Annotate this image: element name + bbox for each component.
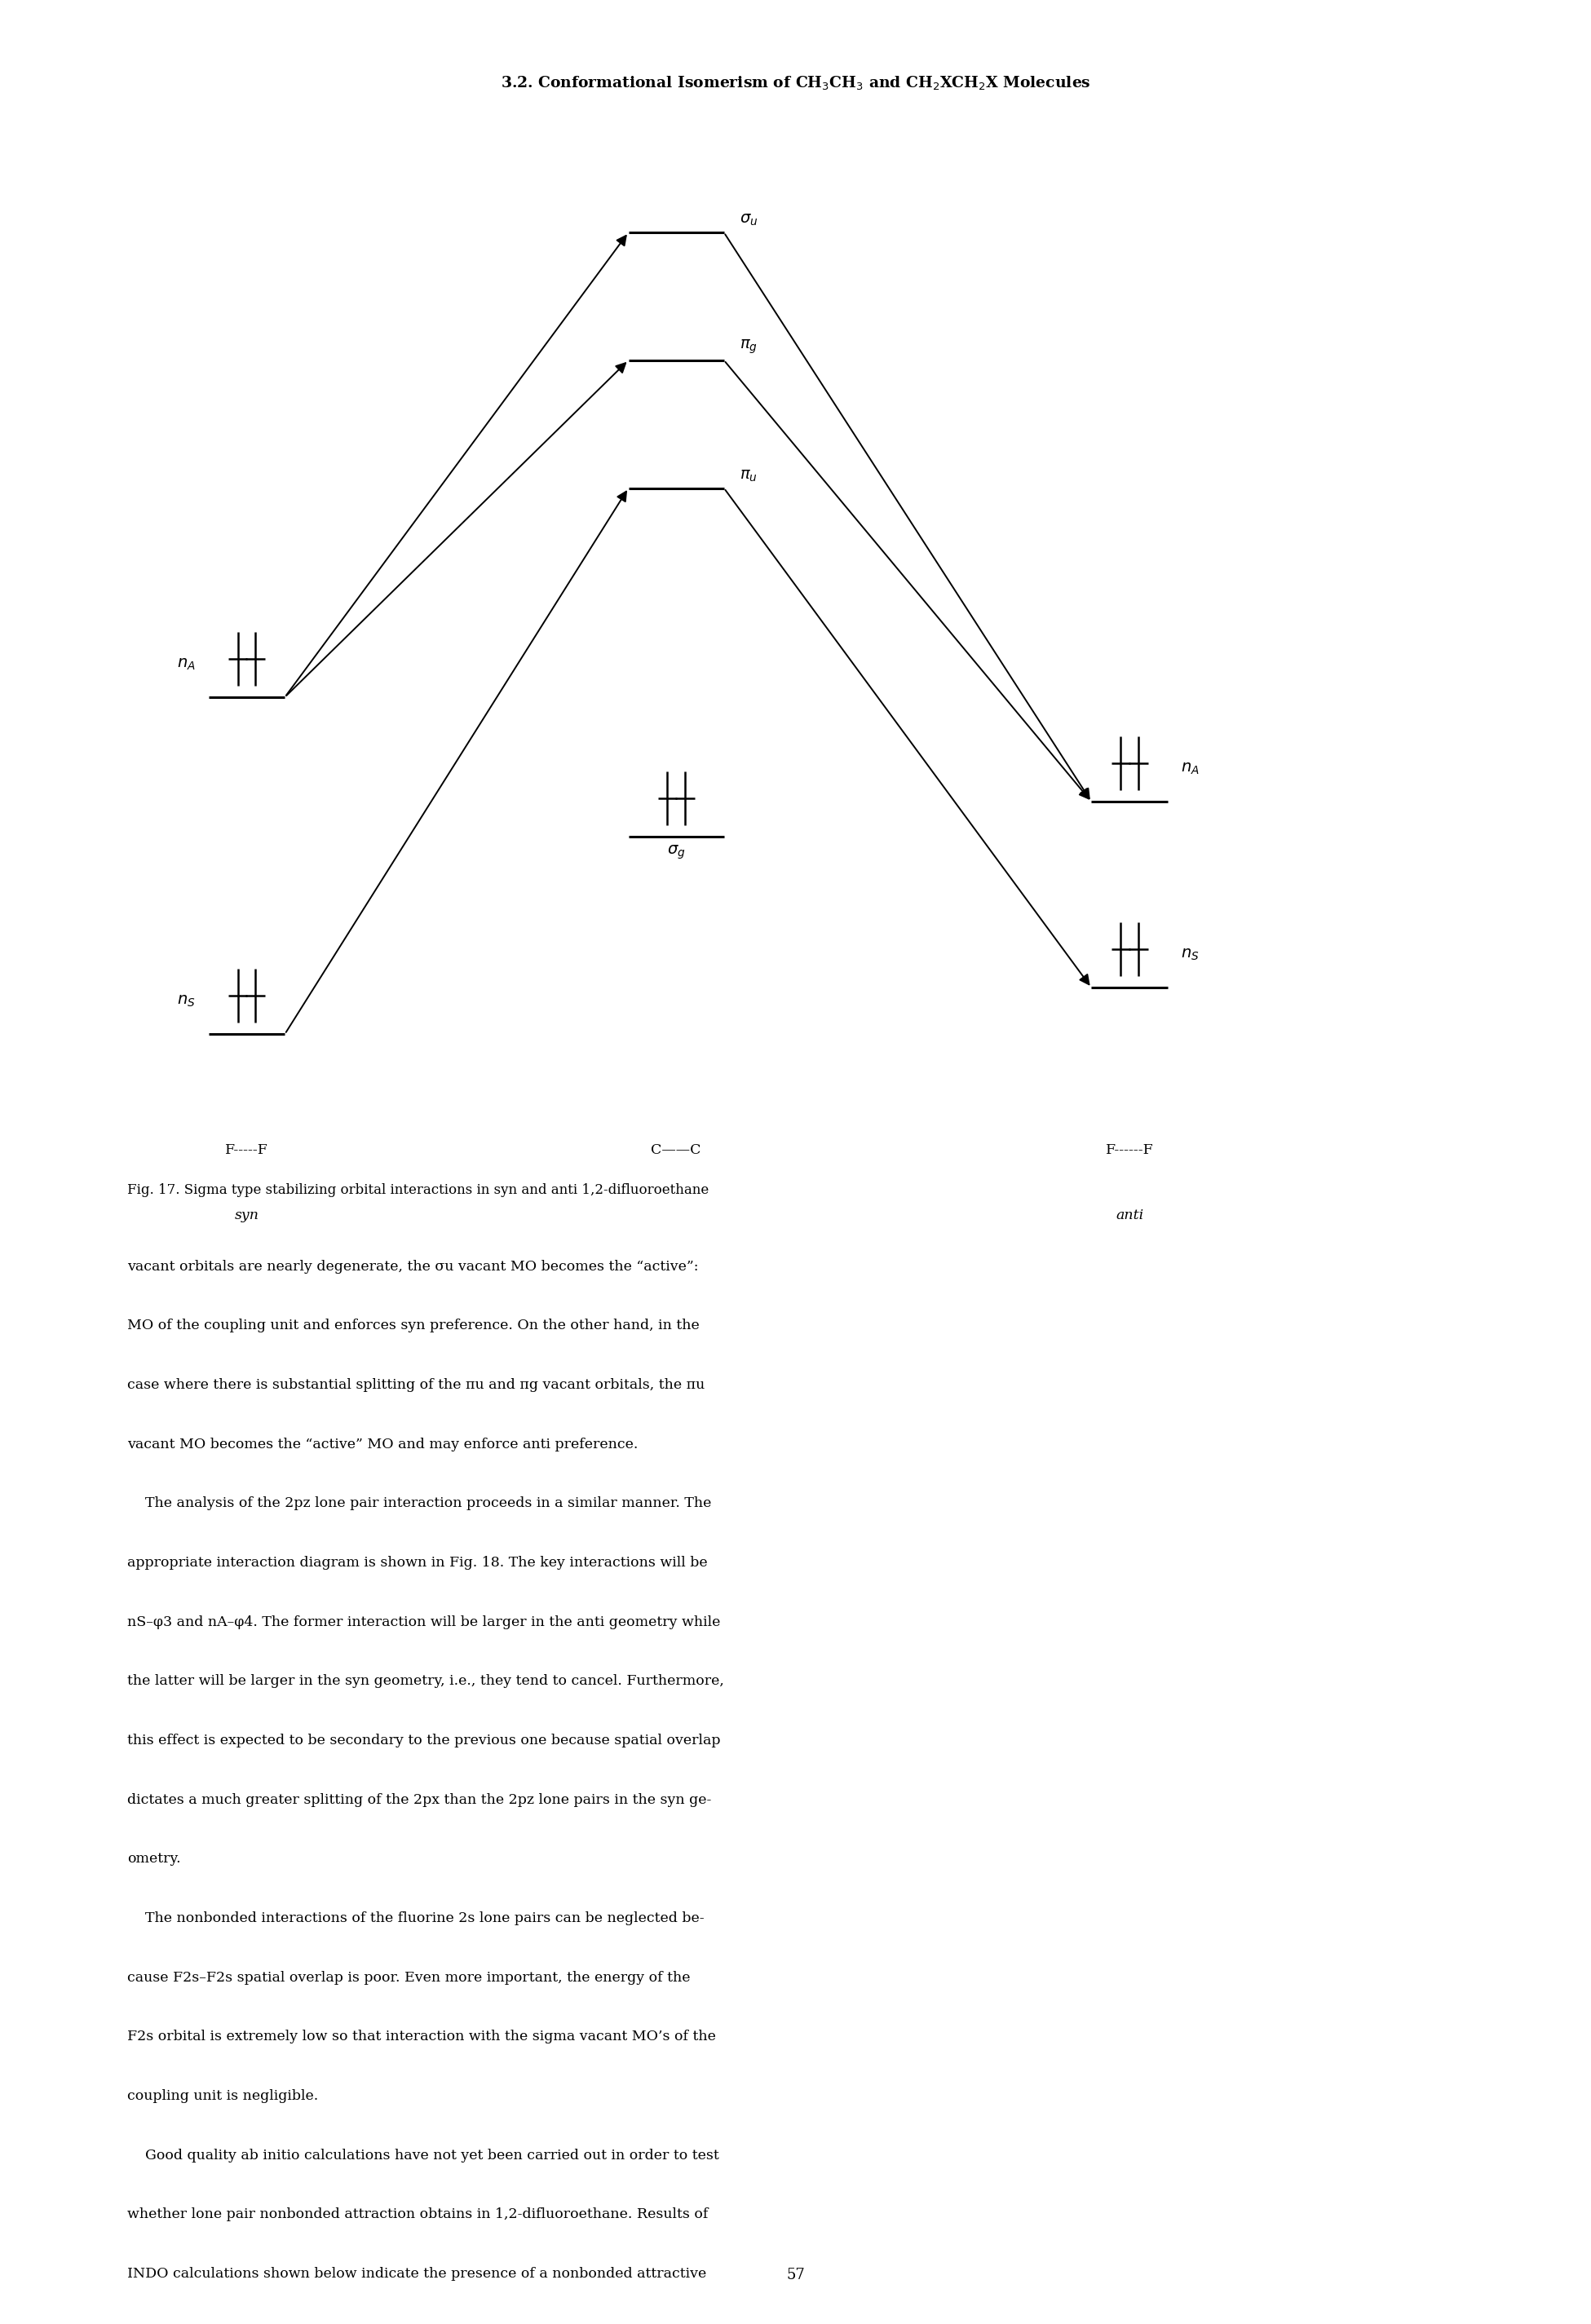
Text: 57: 57 xyxy=(786,2268,805,2282)
Text: 3.2. Conformational Isomerism of CH$_3$CH$_3$ and CH$_2$XCH$_2$X Molecules: 3.2. Conformational Isomerism of CH$_3$C… xyxy=(501,74,1090,91)
Text: Fig. 17. Sigma type stabilizing orbital interactions in syn and anti 1,2-difluor: Fig. 17. Sigma type stabilizing orbital … xyxy=(127,1183,710,1197)
Text: INDO calculations shown below indicate the presence of a nonbonded attractive: INDO calculations shown below indicate t… xyxy=(127,2268,706,2280)
Text: syn: syn xyxy=(234,1208,259,1222)
Text: cause F2s–F2s spatial overlap is poor. Even more important, the energy of the: cause F2s–F2s spatial overlap is poor. E… xyxy=(127,1971,690,1985)
Text: $\sigma_u$: $\sigma_u$ xyxy=(740,214,757,228)
Text: $\sigma_g$: $\sigma_g$ xyxy=(667,844,686,862)
Text: dictates a much greater splitting of the 2px than the 2pz lone pairs in the syn : dictates a much greater splitting of the… xyxy=(127,1794,711,1806)
Text: $n_S$: $n_S$ xyxy=(1181,948,1200,962)
Text: The analysis of the 2pz lone pair interaction proceeds in a similar manner. The: The analysis of the 2pz lone pair intera… xyxy=(127,1497,711,1511)
Text: appropriate interaction diagram is shown in Fig. 18. The key interactions will b: appropriate interaction diagram is shown… xyxy=(127,1557,708,1569)
Text: The nonbonded interactions of the fluorine 2s lone pairs can be neglected be-: The nonbonded interactions of the fluori… xyxy=(127,1910,705,1924)
Text: C——C: C——C xyxy=(651,1143,702,1157)
Text: MO of the coupling unit and enforces syn preference. On the other hand, in the: MO of the coupling unit and enforces syn… xyxy=(127,1320,700,1332)
Text: F-----F: F-----F xyxy=(224,1143,269,1157)
Text: whether lone pair nonbonded attraction obtains in 1,2-difluoroethane. Results of: whether lone pair nonbonded attraction o… xyxy=(127,2208,708,2222)
Text: $\pi_g$: $\pi_g$ xyxy=(740,337,757,356)
Text: coupling unit is negligible.: coupling unit is negligible. xyxy=(127,2089,318,2103)
Text: nS–φ3 and nA–φ4. The former interaction will be larger in the anti geometry whil: nS–φ3 and nA–φ4. The former interaction … xyxy=(127,1615,721,1629)
Text: this effect is expected to be secondary to the previous one because spatial over: this effect is expected to be secondary … xyxy=(127,1734,721,1748)
Text: Good quality ab initio calculations have not yet been carried out in order to te: Good quality ab initio calculations have… xyxy=(127,2147,719,2161)
Text: $\pi_u$: $\pi_u$ xyxy=(740,469,757,483)
Text: the latter will be larger in the syn geometry, i.e., they tend to cancel. Furthe: the latter will be larger in the syn geo… xyxy=(127,1673,724,1687)
Text: $n_S$: $n_S$ xyxy=(177,995,196,1009)
Text: $n_A$: $n_A$ xyxy=(1181,762,1200,776)
Text: F------F: F------F xyxy=(1106,1143,1153,1157)
Text: case where there is substantial splitting of the πu and πg vacant orbitals, the : case where there is substantial splittin… xyxy=(127,1378,705,1392)
Text: ometry.: ometry. xyxy=(127,1852,181,1866)
Text: vacant MO becomes the “active” MO and may enforce anti preference.: vacant MO becomes the “active” MO and ma… xyxy=(127,1436,638,1450)
Text: anti: anti xyxy=(1115,1208,1144,1222)
Text: vacant orbitals are nearly degenerate, the σu vacant MO becomes the “active”:: vacant orbitals are nearly degenerate, t… xyxy=(127,1260,698,1274)
Text: F2s orbital is extremely low so that interaction with the sigma vacant MO’s of t: F2s orbital is extremely low so that int… xyxy=(127,2031,716,2043)
Text: $n_A$: $n_A$ xyxy=(177,658,196,672)
